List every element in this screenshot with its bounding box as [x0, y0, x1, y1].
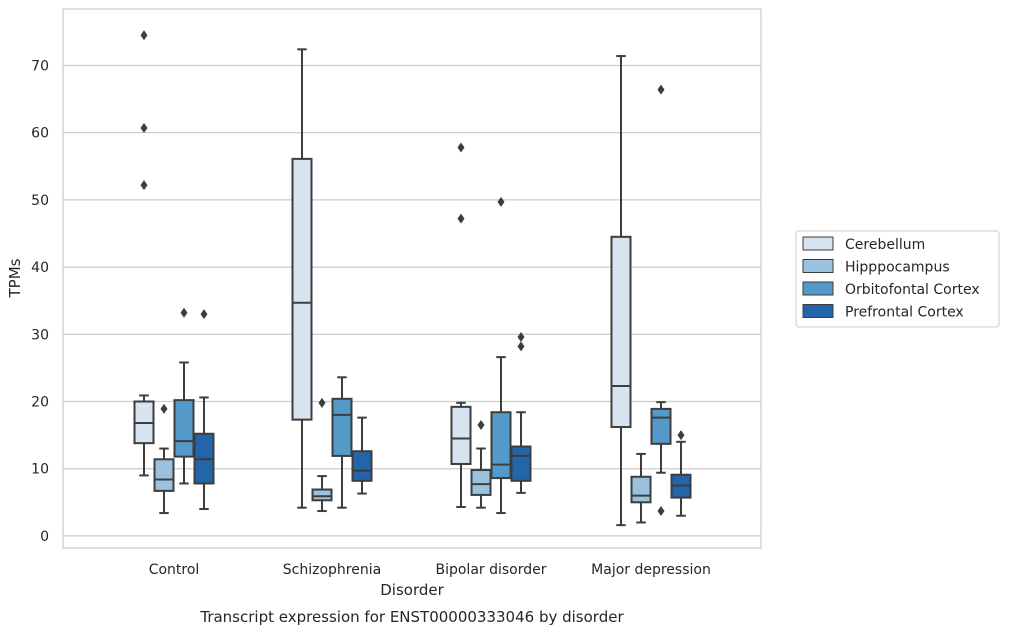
outlier-point [657, 506, 665, 517]
y-tick-label: 50 [31, 193, 49, 209]
legend-swatch [802, 236, 834, 251]
box-body [351, 450, 373, 482]
x-tick-label: Bipolar disorder [435, 562, 546, 578]
y-tick-label: 10 [31, 462, 49, 478]
legend-swatch [802, 259, 834, 273]
box-body [490, 411, 512, 480]
outlier-point [318, 397, 326, 408]
box-body [173, 399, 195, 458]
x-tick-label: Schizophrenia [283, 562, 381, 578]
outlier-point [140, 30, 148, 41]
y-tick-label: 70 [31, 58, 49, 74]
outlier-point [140, 180, 148, 191]
outlier-point [140, 122, 148, 133]
box-prefrontal-cortex [670, 430, 692, 517]
box-cerebellum [133, 30, 155, 477]
box-orbitofontal-cortex [331, 376, 353, 509]
legend-label: Orbitofontal Cortex [845, 282, 980, 298]
outlier-point [677, 430, 685, 441]
outlier-point [180, 307, 188, 318]
y-tick-labels: 0 10 20 30 40 50 60 70 [31, 58, 49, 544]
legend-label: Cerebellum [845, 237, 925, 253]
y-axis-label: TPMs [6, 258, 24, 298]
box-prefrontal-cortex [510, 331, 532, 494]
box-body [650, 407, 672, 445]
box-body [610, 235, 632, 429]
x-tick-label: Control [149, 562, 200, 578]
y-tick-label: 30 [31, 327, 49, 343]
y-tick-label: 60 [31, 126, 49, 142]
box-body [450, 405, 472, 465]
y-tick-label: 40 [31, 260, 49, 276]
box-body [630, 475, 652, 504]
gridlines [63, 64, 761, 537]
outlier-point [477, 420, 485, 431]
outlier-point [457, 213, 465, 224]
y-tick-label: 0 [40, 529, 49, 545]
x-tick-label: Major depression [591, 562, 711, 578]
outlier-point [517, 341, 525, 352]
box-hipppocampus [470, 420, 492, 509]
box-body [331, 397, 353, 457]
box-hipppocampus [630, 452, 652, 524]
legend-label: Hipppocampus [845, 260, 950, 276]
box-orbitofontal-cortex [173, 307, 195, 485]
box-body [153, 458, 175, 492]
box-hipppocampus [153, 403, 175, 515]
legend-swatch [802, 281, 834, 296]
box-groups [133, 30, 692, 527]
legend-swatch [802, 304, 834, 318]
outlier-point [200, 309, 208, 320]
outlier-point [517, 331, 525, 342]
box-orbitofontal-cortex [650, 84, 672, 517]
x-tick-labels: Control Schizophrenia Bipolar disorder Majo… [149, 562, 711, 578]
box-body [291, 157, 313, 421]
box-hipppocampus [311, 397, 333, 513]
outlier-point [160, 403, 168, 414]
box-body [470, 469, 492, 496]
plot-area [62, 8, 762, 549]
y-tick-label: 20 [31, 394, 49, 410]
box-body [510, 445, 532, 482]
outlier-point [497, 196, 505, 207]
box-prefrontal-cortex [193, 309, 215, 511]
box-cerebellum [291, 48, 313, 509]
box-body [311, 488, 333, 502]
box-prefrontal-cortex [351, 416, 373, 495]
legend-frame [795, 230, 1000, 328]
legend: Cerebellum Hipppocampus Orbitofontal Corte… [795, 230, 1000, 328]
chart-caption: Transcript expression for ENST0000033304… [199, 608, 624, 626]
box-orbitofontal-cortex [490, 196, 512, 515]
outlier-point [657, 84, 665, 95]
outlier-point [457, 142, 465, 153]
box-cerebellum [610, 55, 632, 527]
x-axis-label: Disorder [380, 581, 444, 599]
box-cerebellum [450, 142, 472, 509]
legend-label: Prefrontal Cortex [845, 305, 964, 321]
